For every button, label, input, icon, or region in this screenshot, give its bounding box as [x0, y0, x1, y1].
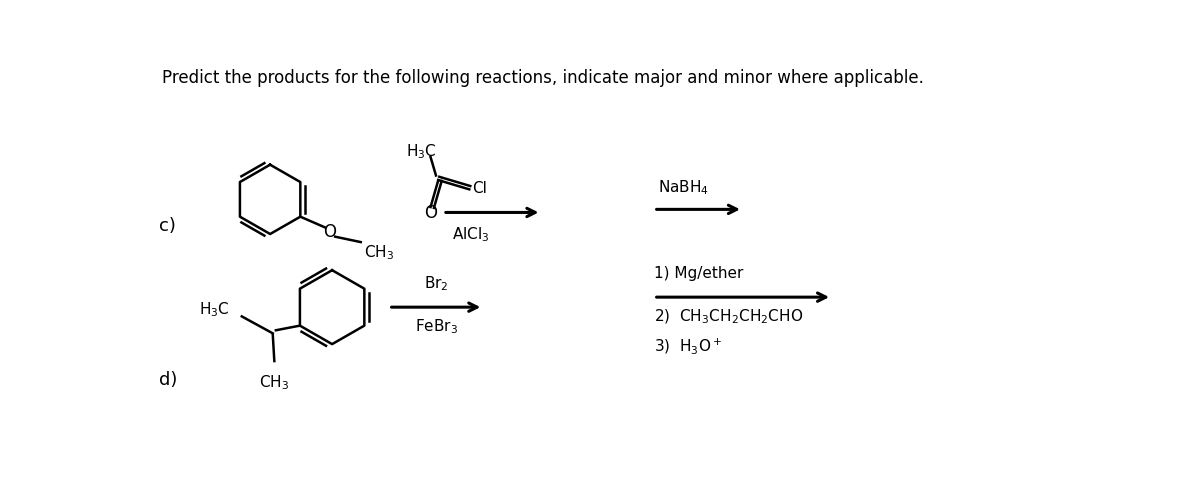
Text: O: O: [323, 222, 336, 240]
Text: H$_3$C: H$_3$C: [199, 300, 229, 318]
Text: AlCl$_3$: AlCl$_3$: [452, 225, 490, 244]
Text: CH$_3$: CH$_3$: [364, 243, 394, 262]
Text: H$_3$C: H$_3$C: [406, 142, 437, 161]
Text: 3)  H$_3$O$^+$: 3) H$_3$O$^+$: [654, 336, 722, 356]
Text: d): d): [160, 370, 178, 388]
Text: NaBH$_4$: NaBH$_4$: [658, 178, 708, 196]
Text: Cl: Cl: [473, 181, 487, 196]
Text: CH$_3$: CH$_3$: [259, 372, 289, 391]
Text: O: O: [424, 204, 437, 222]
Text: 2)  CH$_3$CH$_2$CH$_2$CHO: 2) CH$_3$CH$_2$CH$_2$CHO: [654, 307, 803, 325]
Text: Br$_2$: Br$_2$: [424, 273, 449, 292]
Text: FeBr$_3$: FeBr$_3$: [414, 317, 457, 335]
Text: Predict the products for the following reactions, indicate major and minor where: Predict the products for the following r…: [162, 69, 924, 87]
Text: c): c): [160, 216, 176, 234]
Text: 1) Mg/ether: 1) Mg/ether: [654, 265, 743, 281]
